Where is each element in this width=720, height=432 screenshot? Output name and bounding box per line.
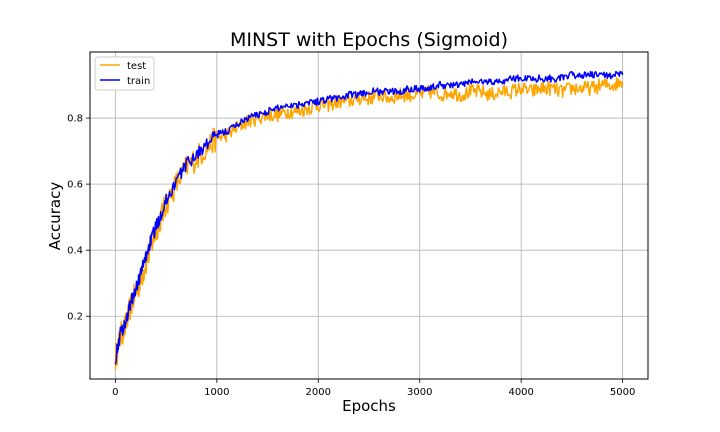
series-line-train — [114, 70, 624, 365]
x-axis-label: Epochs — [342, 397, 396, 415]
y-tick-label: 0.4 — [67, 246, 83, 257]
x-tick-label: 5000 — [610, 387, 635, 398]
series-line-test — [114, 76, 624, 370]
series-layer — [114, 70, 624, 370]
x-tick-label: 4000 — [508, 387, 533, 398]
x-tick-label: 1000 — [204, 387, 229, 398]
plot-frame — [89, 51, 649, 380]
y-tick-label: 0.6 — [67, 180, 83, 191]
legend-label-train: train — [127, 76, 150, 87]
legend-label-test: test — [127, 61, 146, 72]
chart-title: MINST with Epochs (Sigmoid) — [230, 29, 508, 51]
x-tick-label: 2000 — [306, 387, 331, 398]
y-tick-label: 0.2 — [67, 312, 83, 323]
y-axis-ticks: 0.2 0.4 0.6 0.8 — [67, 114, 90, 323]
x-axis-ticks: 0 1000 2000 3000 4000 5000 — [112, 379, 635, 398]
x-tick-label: 0 — [112, 387, 118, 398]
y-tick-label: 0.8 — [67, 114, 83, 125]
x-tick-label: 3000 — [407, 387, 432, 398]
y-axis-label: Accuracy — [46, 182, 64, 251]
legend: test train — [94, 56, 155, 91]
grid — [90, 52, 648, 379]
